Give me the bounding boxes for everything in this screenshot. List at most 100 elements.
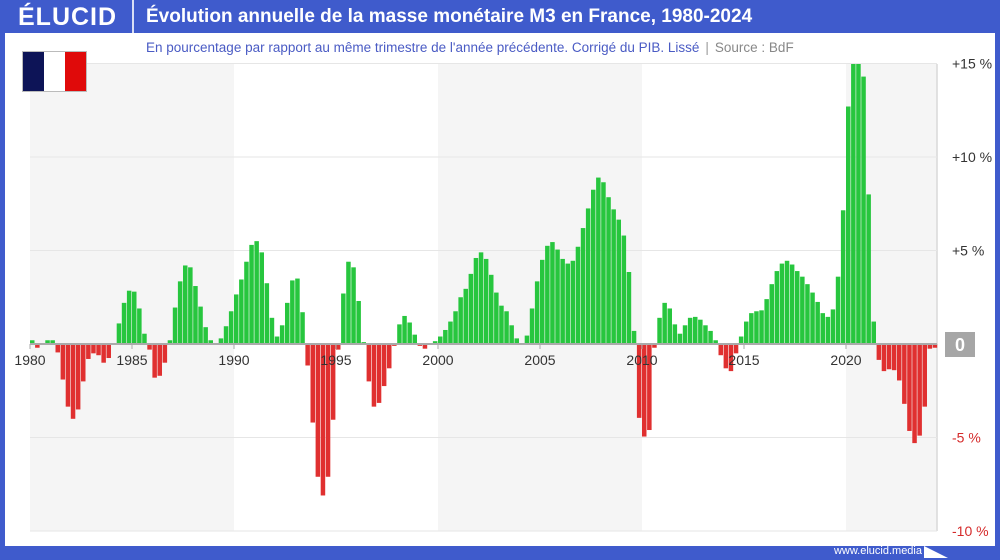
bar <box>432 341 438 344</box>
bar <box>45 340 50 344</box>
bar <box>387 344 392 369</box>
bar <box>259 252 264 344</box>
bar <box>121 302 127 344</box>
bar <box>126 290 132 344</box>
bar <box>840 210 846 344</box>
bar <box>183 265 188 344</box>
bar <box>616 219 621 344</box>
bars <box>30 64 938 496</box>
bar <box>152 344 157 378</box>
bar <box>580 228 586 344</box>
bar <box>606 197 611 344</box>
bar <box>504 311 509 344</box>
bar <box>769 284 774 344</box>
bar <box>341 293 346 344</box>
bar <box>412 334 417 344</box>
bar <box>295 278 300 344</box>
bar <box>300 312 305 344</box>
footer-url[interactable]: www.elucid.media <box>833 545 922 557</box>
x-tick-label: 2015 <box>728 352 759 368</box>
bar <box>443 329 448 344</box>
bar <box>703 325 708 344</box>
bar <box>759 310 764 344</box>
bar <box>279 325 285 344</box>
bar <box>376 344 382 403</box>
bar <box>642 344 647 437</box>
bar <box>336 344 341 350</box>
bar <box>147 344 152 350</box>
bar <box>468 273 474 345</box>
bar <box>810 292 815 344</box>
bar <box>478 252 484 344</box>
bar <box>723 344 729 369</box>
bar <box>657 317 662 344</box>
bar <box>805 284 810 344</box>
chart-subtitle: En pourcentage par rapport au même trime… <box>146 40 794 55</box>
bar <box>891 344 897 371</box>
bar <box>652 344 657 348</box>
bar <box>754 311 759 344</box>
bar <box>524 335 530 344</box>
bar <box>886 344 892 370</box>
elucid-logo: ÉLUCID <box>18 3 118 31</box>
bar <box>285 302 290 344</box>
bar <box>565 263 570 344</box>
bar <box>198 306 203 344</box>
bar <box>795 271 800 344</box>
bar <box>713 340 718 344</box>
bar <box>81 344 86 382</box>
bar <box>448 321 453 344</box>
bar <box>188 267 193 344</box>
bar <box>381 344 387 387</box>
elucid-mark-icon <box>924 546 948 558</box>
bar <box>366 344 372 382</box>
bar <box>866 194 871 344</box>
bar <box>636 344 642 418</box>
bar <box>473 257 479 344</box>
bar <box>208 340 213 344</box>
bar <box>708 330 713 344</box>
bar <box>693 316 698 344</box>
bar <box>856 64 861 344</box>
bar <box>744 321 749 344</box>
x-tick-label: 1980 <box>14 352 45 368</box>
bar <box>264 283 270 344</box>
bar <box>907 344 912 431</box>
bar <box>106 344 111 359</box>
x-tick-label: 1985 <box>116 352 147 368</box>
bar <box>346 261 351 344</box>
bar <box>325 344 331 477</box>
bar <box>881 344 887 372</box>
bar <box>667 308 672 344</box>
bar <box>177 281 183 344</box>
bar <box>764 299 769 344</box>
x-tick-label: 1990 <box>218 352 249 368</box>
bar <box>550 242 555 344</box>
bar <box>540 259 545 344</box>
bar <box>234 294 239 344</box>
bar <box>438 336 443 344</box>
flag-white <box>44 52 65 91</box>
subtitle-separator: | <box>705 40 709 55</box>
bar <box>789 264 795 344</box>
bar <box>611 209 616 344</box>
bar <box>458 297 463 344</box>
bar <box>96 344 101 356</box>
bar <box>453 311 458 344</box>
bar <box>851 64 856 344</box>
source-label: Source : BdF <box>714 40 794 55</box>
y-tick-labels: +15 % +10 % +5 % 0 -5 % -10 % <box>945 56 992 539</box>
bar <box>570 260 576 344</box>
bar <box>55 344 60 353</box>
bar <box>407 322 412 344</box>
bar <box>815 301 820 344</box>
bar <box>223 326 229 344</box>
bar <box>749 313 754 344</box>
bar <box>861 76 866 344</box>
bar <box>718 344 723 356</box>
bar <box>927 344 933 349</box>
gridlines <box>30 63 937 532</box>
x-tick-label: 2020 <box>830 352 861 368</box>
x-tick-label: 2000 <box>422 352 453 368</box>
